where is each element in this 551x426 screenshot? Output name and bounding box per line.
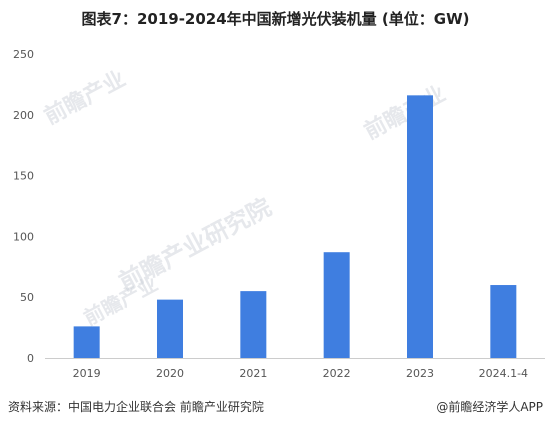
chart-title: 图表7：2019-2024年中国新增光伏装机量 (单位：GW)	[81, 10, 470, 28]
bar-2023	[407, 95, 433, 359]
y-axis-ticks: 0 50 100 150 200 250	[13, 48, 34, 365]
y-tick-label: 150	[13, 170, 34, 183]
y-tick-label: 0	[27, 352, 34, 365]
x-tick-label: 2021	[239, 367, 267, 380]
x-tick-label: 2020	[156, 367, 184, 380]
credit-note: @前瞻经济学人APP	[436, 400, 543, 414]
bars	[73, 95, 517, 359]
x-tick-label: 2022	[323, 367, 351, 380]
bar-2019	[73, 326, 100, 358]
bar-2024.1-4	[490, 285, 517, 358]
bar-2022	[323, 252, 350, 358]
x-tick-label: 2023	[406, 367, 434, 380]
y-tick-label: 200	[13, 109, 34, 122]
bar-2021	[240, 291, 267, 358]
x-tick-label: 2019	[73, 367, 101, 380]
x-tick-label: 2024.1-4	[479, 367, 528, 380]
y-tick-label: 50	[20, 291, 34, 304]
bar-2020	[157, 299, 183, 358]
y-tick-label: 250	[13, 48, 34, 61]
source-note: 资料来源：中国电力企业联合会 前瞻产业研究院	[8, 400, 264, 414]
x-axis-ticks: 2019 2020 2021 2022 2023 2024.1-4	[73, 367, 528, 380]
y-tick-label: 100	[13, 230, 34, 243]
